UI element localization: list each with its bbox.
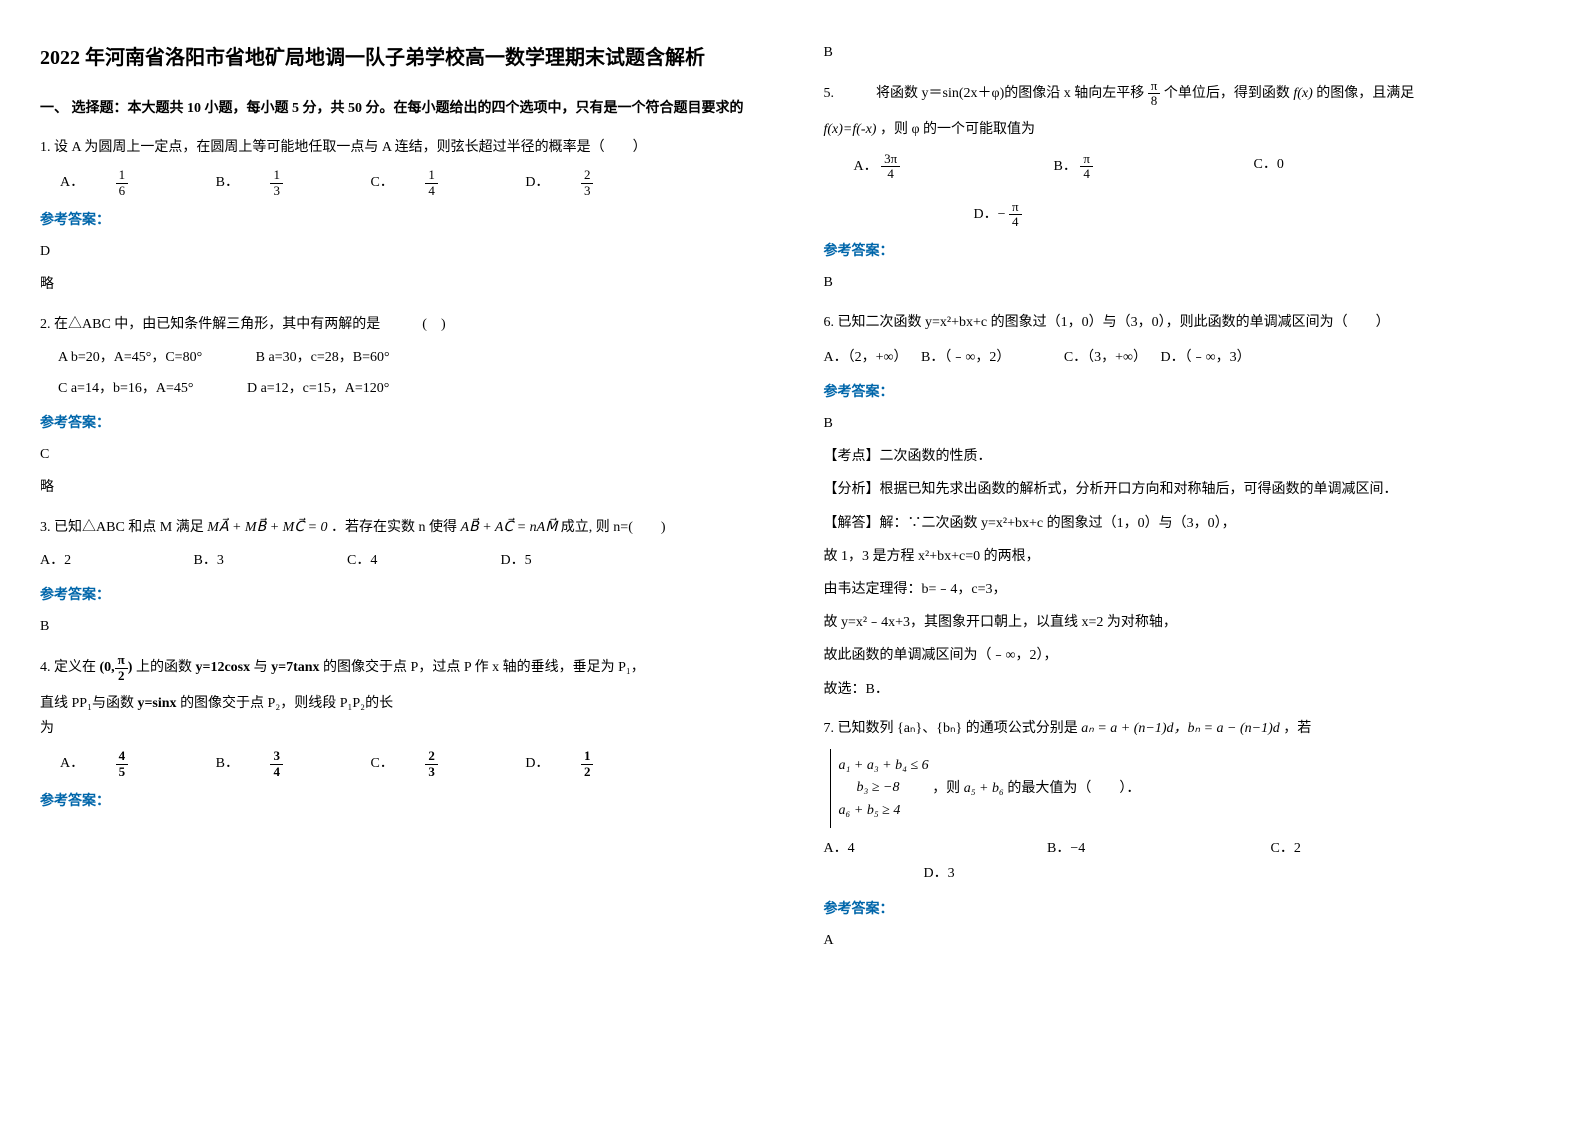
q4-option-c: C． 23 xyxy=(370,749,493,779)
q6-exp4: 故 1，3 是方程 x²+bx+c=0 的两根， xyxy=(824,544,1548,569)
q3-option-b: B．3 xyxy=(194,548,344,573)
q5-option-a: A． 3π4 xyxy=(854,152,1054,182)
q4-options: A． 45 B． 34 C． 23 D． 12 xyxy=(60,749,764,779)
q5-answer-label: 参考答案： xyxy=(824,239,1548,264)
q4-option-a: A． 45 xyxy=(60,749,184,779)
q6-exp8: 故选：B． xyxy=(824,677,1548,702)
q5-answer: B xyxy=(824,270,1548,295)
q3-option-a: A．2 xyxy=(40,548,190,573)
question-1-options: A． 16 B． 13 C． 14 D． 23 xyxy=(60,168,764,198)
q6-exp3: 【解答】解：∵二次函数 y=x²+bx+c 的图象过（1，0）与（3，0）， xyxy=(824,511,1548,536)
q7-brace: a₁ + a₃ + b₄ ≤ 6 b₃ ≥ −8 a₆ + b₅ ≥ 4 xyxy=(830,749,929,828)
q7-option-d: D．3 xyxy=(924,866,955,881)
q6-answer-label: 参考答案： xyxy=(824,380,1548,405)
q6-option-d: D．（﹣∞，3） xyxy=(1161,345,1251,370)
q6-options: A．（2，+∞） B．（﹣∞，2） C．（3，+∞） D．（﹣∞，3） xyxy=(824,345,1548,370)
q6-exp5: 由韦达定理得：b=﹣4，c=3， xyxy=(824,577,1548,602)
q3-option-d: D．5 xyxy=(501,548,651,573)
q6-exp7: 故此函数的单调减区间为（﹣∞，2）， xyxy=(824,643,1548,668)
q7-option-c: C．2 xyxy=(1271,836,1301,861)
q7-answer-label: 参考答案： xyxy=(824,897,1548,922)
q5-option-b: B． π4 xyxy=(1054,152,1254,182)
q7-options-row1: A．4 B．−4 C．2 xyxy=(824,836,1548,861)
q6-exp1: 【考点】二次函数的性质． xyxy=(824,444,1548,469)
q6-exp6: 故 y=x²﹣4x+3，其图象开口朝上，以直线 x=2 为对称轴， xyxy=(824,610,1548,635)
q4-option-b: B． 34 xyxy=(216,749,339,779)
q7-answer: A xyxy=(824,928,1548,953)
q7-constraints: a₁ + a₃ + b₄ ≤ 6 b₃ ≥ −8 a₆ + b₅ ≥ 4 ，则 … xyxy=(824,749,1548,828)
q6-exp2: 【分析】根据已知先求出函数的解析式，分析开口方向和对称轴后，可得函数的单调减区间… xyxy=(824,477,1548,502)
q6-option-b: B．（﹣∞，2） xyxy=(921,345,1010,370)
q4-option-d: D． 12 xyxy=(525,749,649,779)
q7-constraint-2: b₃ ≥ −8 xyxy=(839,777,929,799)
q4-answer: B xyxy=(824,40,1548,65)
q1-option-a: A． 16 xyxy=(60,168,184,198)
q3-option-c: C．4 xyxy=(347,548,497,573)
q1-option-c: C． 14 xyxy=(370,168,493,198)
q3-options: A．2 B．3 C．4 D．5 xyxy=(40,548,764,573)
left-column: 2022 年河南省洛阳市省地矿局地调一队子弟学校高一数学理期末试题含解析 一、 … xyxy=(40,40,764,961)
q2-option-d: D a=12，c=15，A=120° xyxy=(247,376,389,401)
question-3: 3. 已知△ABC 和点 M 满足 MA⃗ + MB⃗ + MC⃗ = 0 ．若… xyxy=(40,515,764,540)
q1-option-b: B． 13 xyxy=(216,168,339,198)
question-4-line2: 直线 PP₁与函数 y=sinx 的图像交于点 P₂，则线段 P₁P₂的长 xyxy=(40,691,764,716)
q5-options-row2: D．− π4 xyxy=(974,200,1548,230)
question-4-line3: 为 xyxy=(40,716,764,741)
q6-option-c: C．（3，+∞） xyxy=(1064,345,1147,370)
q3-answer: B xyxy=(40,614,764,639)
q2-note: 略 xyxy=(40,475,764,500)
q2-answer: C xyxy=(40,442,764,467)
q2-options-line1: A b=20，A=45°，C=80° B a=30，c=28，B=60° xyxy=(58,345,764,370)
q7-constraint-3: a₆ + b₅ ≥ 4 xyxy=(839,800,929,822)
question-6: 6. 已知二次函数 y=x²+bx+c 的图象过（1，0）与（3，0），则此函数… xyxy=(824,310,1548,335)
q2-option-c: C a=14，b=16，A=45° xyxy=(58,376,193,401)
q5-option-c: C．0 xyxy=(1254,152,1454,182)
q3-answer-label: 参考答案： xyxy=(40,583,764,608)
q2-option-a: A b=20，A=45°，C=80° xyxy=(58,345,202,370)
q6-answer: B xyxy=(824,411,1548,436)
right-column: B 5. 将函数 y＝sin(2x＋φ)的图像沿 x 轴向左平移 π8 个单位后… xyxy=(824,40,1548,961)
question-5: 5. 将函数 y＝sin(2x＋φ)的图像沿 x 轴向左平移 π8 个单位后，得… xyxy=(824,79,1548,109)
q7-option-b: B．−4 xyxy=(1047,836,1267,861)
q1-answer: D xyxy=(40,239,764,264)
question-2: 2. 在△ABC 中，由已知条件解三角形，其中有两解的是 ( ) xyxy=(40,312,764,337)
q5-option-d: D．− π4 xyxy=(974,207,1022,222)
q4-answer-label: 参考答案： xyxy=(40,789,764,814)
question-7: 7. 已知数列 {aₙ}、{bₙ} 的通项公式分别是 aₙ = a + (n−1… xyxy=(824,716,1548,741)
section-1-heading: 一、 选择题：本大题共 10 小题，每小题 5 分，共 50 分。在每小题给出的… xyxy=(40,96,764,121)
q2-answer-label: 参考答案： xyxy=(40,411,764,436)
q7-constraint-1: a₁ + a₃ + b₄ ≤ 6 xyxy=(839,755,929,777)
question-1: 1. 设 A 为圆周上一定点，在圆周上等可能地任取一点与 A 连结，则弦长超过半… xyxy=(40,135,764,160)
question-4: 4. 定义在 (0,π2) 上的函数 y=12cosx 与 y=7tanx 的图… xyxy=(40,653,764,683)
exam-title: 2022 年河南省洛阳市省地矿局地调一队子弟学校高一数学理期末试题含解析 xyxy=(40,40,764,76)
q1-note: 略 xyxy=(40,272,764,297)
q1-option-d: D． 23 xyxy=(525,168,649,198)
q5-options-row1: A． 3π4 B． π4 C．0 xyxy=(854,152,1548,190)
q7-options-row2: D．3 xyxy=(924,861,1548,886)
q2-options-line2: C a=14，b=16，A=45° D a=12，c=15，A=120° xyxy=(58,376,764,401)
q6-option-a: A．（2，+∞） xyxy=(824,345,908,370)
q1-answer-label: 参考答案： xyxy=(40,208,764,233)
q2-option-b: B a=30，c=28，B=60° xyxy=(256,345,390,370)
question-5-line2: f(x)=f(-x) ，则 φ 的一个可能取值为 xyxy=(824,117,1548,142)
q7-option-a: A．4 xyxy=(824,836,1044,861)
